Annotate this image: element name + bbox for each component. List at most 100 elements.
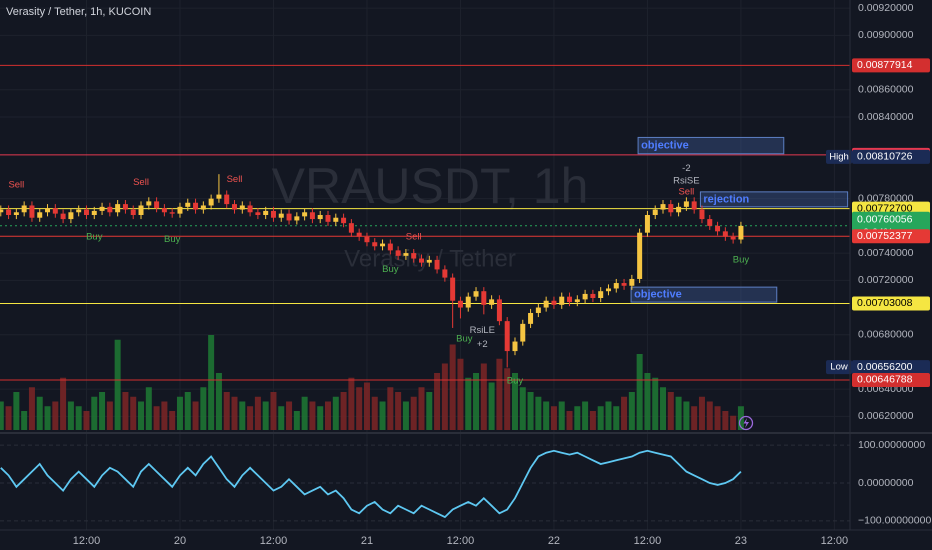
y-tick-label: 0.00860000 — [858, 84, 914, 96]
volume-bar — [60, 377, 67, 430]
candle-body — [496, 299, 502, 322]
signal-label: Buy — [507, 376, 524, 387]
volume-bar — [480, 363, 487, 430]
candle-body — [154, 201, 160, 209]
volume-bar — [730, 415, 737, 430]
candle-body — [278, 213, 284, 218]
signal-label: Buy — [86, 231, 103, 242]
volume-bar — [387, 387, 394, 430]
volume-bar — [527, 392, 534, 430]
price-badge — [852, 229, 930, 244]
volume-bar — [441, 363, 448, 430]
price-badge — [852, 149, 930, 164]
candle-body — [450, 277, 456, 301]
volume-bar — [597, 406, 604, 430]
osc-tick-label: −100.00000000 — [858, 515, 931, 527]
candle-body — [224, 194, 230, 205]
price-badge-label: 0.00877914 — [857, 59, 913, 71]
volume-bar — [153, 406, 160, 430]
candle-body — [91, 210, 97, 215]
candle-body — [161, 208, 167, 213]
volume-bar — [278, 406, 285, 430]
price-badge-tag — [826, 360, 852, 375]
volume-bar — [122, 392, 129, 430]
candle-body — [418, 258, 424, 263]
volume-bar — [613, 406, 620, 430]
volume-bar — [691, 406, 698, 430]
volume-bar — [208, 335, 215, 430]
volume-bar — [371, 396, 378, 430]
alert-icon[interactable] — [738, 415, 754, 431]
volume-bar — [426, 392, 433, 430]
volume-bar — [660, 387, 667, 430]
candle-body — [29, 205, 35, 218]
signal-label: RsiLE — [470, 325, 495, 336]
volume-bar — [706, 401, 713, 430]
candle-body — [551, 300, 557, 305]
candle-body — [270, 210, 276, 218]
candle-body — [699, 209, 705, 220]
signal-label: Sell — [406, 231, 422, 242]
volume-bar — [114, 339, 121, 430]
y-tick-label: 0.00840000 — [858, 111, 914, 123]
y-tick-label: 0.00680000 — [858, 329, 914, 341]
candle-body — [372, 242, 378, 247]
price-badge — [852, 296, 930, 311]
volume-bar — [44, 406, 51, 430]
candle-body — [676, 206, 682, 213]
candle-body — [629, 278, 635, 286]
volume-bar — [402, 401, 409, 430]
candle-body — [605, 288, 611, 292]
price-badge-tag — [826, 149, 852, 164]
candle-body — [457, 300, 463, 308]
candle-body — [559, 296, 565, 305]
candle-body — [582, 293, 588, 300]
volume-bar — [558, 401, 565, 430]
candle-body — [380, 243, 386, 247]
candle-body — [403, 253, 409, 256]
volume-bar — [247, 406, 254, 430]
volume-bar — [589, 411, 596, 430]
x-tick-label: 22 — [548, 535, 560, 547]
volume-bar — [215, 373, 222, 430]
volume-bar — [184, 392, 191, 430]
candle-body — [395, 250, 401, 256]
volume-bar — [67, 401, 74, 430]
volume-bar — [36, 396, 43, 430]
candle-body — [668, 204, 674, 213]
candle-body — [535, 307, 541, 313]
candle-body — [691, 201, 697, 210]
annotation-box-label: rejection — [703, 193, 749, 205]
volume-bar — [418, 387, 425, 430]
candle-body — [730, 236, 736, 240]
volume-bar — [675, 396, 682, 430]
volume-bar — [106, 401, 113, 430]
signal-label: Sell — [8, 180, 24, 191]
price-badge-label: 0.00760056 — [857, 214, 913, 226]
volume-bar — [698, 396, 705, 430]
candle-body — [317, 215, 323, 220]
annotation-box — [637, 136, 785, 155]
x-tick-label: 12:00 — [447, 535, 475, 547]
volume-bar — [325, 401, 332, 430]
signal-label: +2 — [477, 339, 488, 350]
candle-body — [122, 204, 128, 210]
signal-label: Buy — [164, 234, 181, 245]
candle-body — [543, 300, 549, 308]
volume-bar — [161, 401, 168, 430]
signal-label: Buy — [382, 264, 399, 275]
signal-label: Sell — [133, 177, 149, 188]
candle-body — [644, 215, 650, 233]
volume-bar — [223, 392, 230, 430]
signal-label: Buy — [456, 333, 473, 344]
grid — [0, 0, 850, 530]
y-tick-label: 0.00620000 — [858, 410, 914, 422]
volume-bar — [363, 382, 370, 430]
candle-body — [489, 299, 495, 305]
volume-bar — [519, 387, 526, 430]
signal-label: -2 — [682, 163, 690, 174]
candle-body — [652, 209, 658, 215]
volume-bar — [270, 392, 277, 430]
